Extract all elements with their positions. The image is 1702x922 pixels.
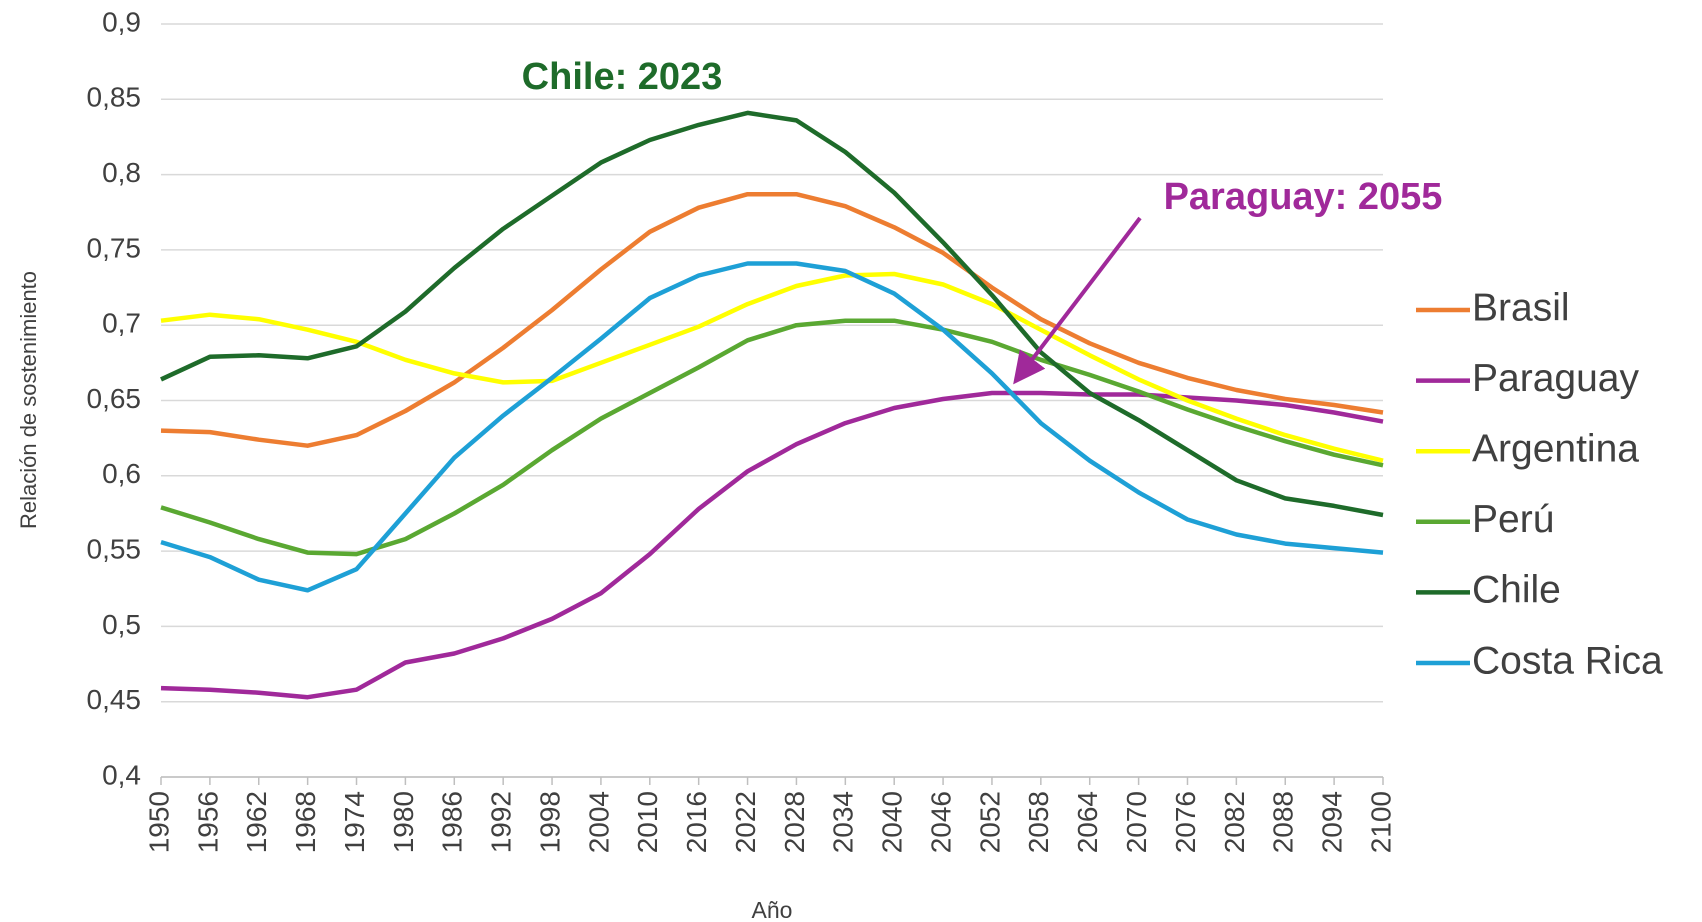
series-line xyxy=(160,261,1384,593)
y-tick-label: 0,7 xyxy=(102,308,141,339)
annotation: Paraguay: 2055 xyxy=(1164,176,1443,218)
legend-label: Chile xyxy=(1472,569,1561,612)
series-line xyxy=(160,191,1384,448)
x-tick-label: 1992 xyxy=(486,791,517,853)
x-tick-label: 2046 xyxy=(925,791,956,853)
x-tick-label: 2088 xyxy=(1268,791,1299,853)
x-tick-label: 2034 xyxy=(828,791,859,853)
x-tick-label: 1980 xyxy=(388,791,419,853)
legend-label: Paraguay xyxy=(1472,357,1639,400)
x-tick-label: 2070 xyxy=(1121,791,1152,853)
legend-label: Costa Rica xyxy=(1472,639,1663,682)
x-tick-label: 2058 xyxy=(1023,791,1054,853)
x-tick-label: 1962 xyxy=(241,791,272,853)
y-tick-label: 0,4 xyxy=(102,759,141,790)
x-tick-label: 1968 xyxy=(290,791,321,853)
y-tick-label: 0,85 xyxy=(87,82,142,113)
x-tick-label: 2082 xyxy=(1219,791,1250,853)
x-tick-label: 2064 xyxy=(1072,791,1103,853)
x-tick-label: 2010 xyxy=(632,791,663,853)
y-tick-label: 0,65 xyxy=(87,383,142,414)
legend-label: Brasil xyxy=(1472,286,1570,329)
legend-label: Argentina xyxy=(1472,427,1639,470)
y-tick-label: 0,45 xyxy=(87,684,142,715)
annotation-arrow xyxy=(1013,216,1142,385)
x-tick-label: 1986 xyxy=(437,791,468,853)
y-axis-label: Relación de sostenimiento xyxy=(16,271,41,529)
x-tick-label: 2022 xyxy=(730,791,761,853)
x-tick-label: 2028 xyxy=(779,791,810,853)
x-tick-label: 2094 xyxy=(1317,791,1348,853)
x-axis-label: Año xyxy=(752,897,793,922)
series-line xyxy=(160,271,1384,463)
y-tick-label: 0,55 xyxy=(87,533,142,564)
x-tick-label: 2100 xyxy=(1365,791,1396,853)
x-tick-label: 2040 xyxy=(877,791,908,853)
y-tick-label: 0,6 xyxy=(102,458,141,489)
x-tick-label: 1998 xyxy=(534,791,565,853)
x-tick-label: 2076 xyxy=(1170,791,1201,853)
y-tick-label: 0,5 xyxy=(102,609,141,640)
y-tick-label: 0,8 xyxy=(102,157,141,188)
x-tick-label: 1950 xyxy=(143,791,174,853)
x-tick-label: 2052 xyxy=(974,791,1005,853)
x-tick-label: 2004 xyxy=(583,791,614,853)
x-tick-label: 2016 xyxy=(681,791,712,853)
series-line xyxy=(160,110,1384,518)
x-tick-label: 1956 xyxy=(192,791,223,853)
legend-label: Perú xyxy=(1472,498,1554,541)
y-tick-label: 0,9 xyxy=(102,6,141,37)
series-line xyxy=(160,318,1384,557)
x-tick-label: 1974 xyxy=(339,791,370,853)
y-tick-label: 0,75 xyxy=(87,232,142,263)
annotation: Chile: 2023 xyxy=(522,56,723,98)
